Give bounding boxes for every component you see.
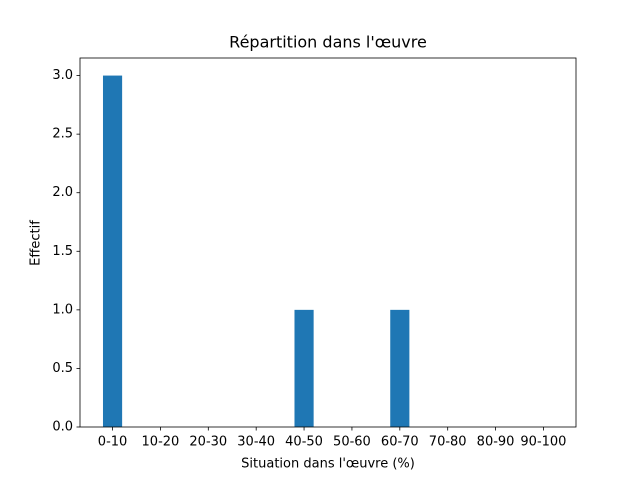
y-tick-label: 2.0	[52, 185, 73, 200]
x-tick-label: 20-30	[189, 435, 227, 450]
x-tick-label: 50-60	[333, 435, 371, 450]
x-tick-label: 60-70	[381, 435, 419, 450]
x-tick-label: 30-40	[237, 435, 275, 450]
x-axis-label: Situation dans l'œuvre (%)	[241, 457, 415, 472]
x-tick-label: 80-90	[477, 435, 515, 450]
chart-title: Répartition dans l'œuvre	[229, 33, 427, 52]
x-tick-label: 10-20	[142, 435, 180, 450]
x-tick-label: 40-50	[285, 435, 323, 450]
y-axis-label: Effectif	[29, 220, 44, 266]
plot-frame	[79, 57, 577, 428]
y-tick-label: 0.0	[52, 420, 73, 435]
y-tick-label: 1.0	[52, 302, 73, 317]
x-tick-label: 70-80	[429, 435, 467, 450]
bar	[294, 309, 314, 427]
y-tick-label: 3.0	[52, 68, 73, 83]
y-tick-label: 2.5	[52, 127, 73, 142]
bar	[102, 75, 123, 428]
x-tick-label: 90-100	[520, 435, 566, 450]
y-tick-label: 0.5	[52, 361, 73, 376]
bar	[390, 309, 410, 427]
x-tick-label: 0-10	[98, 435, 128, 450]
y-tick-label: 1.5	[52, 244, 73, 259]
